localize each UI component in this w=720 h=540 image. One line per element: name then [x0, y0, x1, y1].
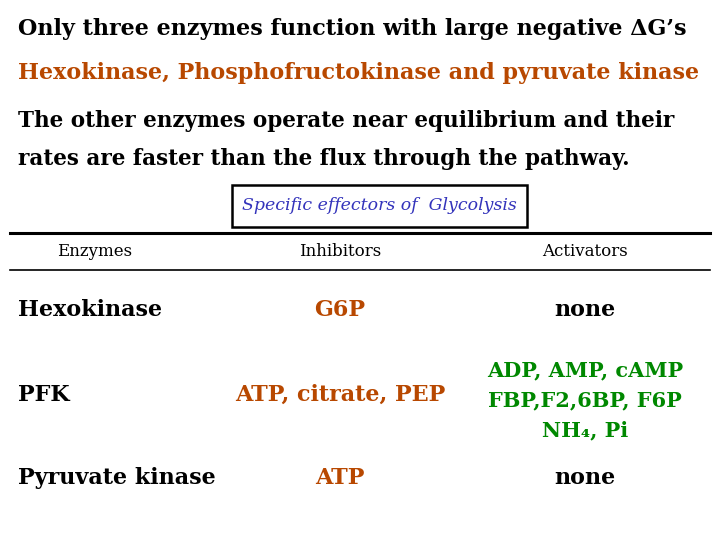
Text: FBP,F2,6BP, F6P: FBP,F2,6BP, F6P: [488, 390, 682, 410]
Text: ATP, citrate, PEP: ATP, citrate, PEP: [235, 384, 445, 406]
Text: Inhibitors: Inhibitors: [299, 244, 381, 260]
Text: Activators: Activators: [542, 244, 628, 260]
Text: Hexokinase, Phosphofructokinase and pyruvate kinase: Hexokinase, Phosphofructokinase and pyru…: [18, 62, 699, 84]
Text: ADP, AMP, cAMP: ADP, AMP, cAMP: [487, 360, 683, 380]
Text: none: none: [554, 299, 616, 321]
Text: ATP: ATP: [315, 467, 365, 489]
Text: NH₄, Pi: NH₄, Pi: [542, 420, 628, 440]
Text: Hexokinase: Hexokinase: [18, 299, 162, 321]
Text: Only three enzymes function with large negative ΔG’s: Only three enzymes function with large n…: [18, 18, 686, 40]
Text: Specific effectors of  Glycolysis: Specific effectors of Glycolysis: [242, 198, 517, 214]
FancyBboxPatch shape: [232, 185, 527, 227]
Text: rates are faster than the flux through the pathway.: rates are faster than the flux through t…: [18, 148, 629, 170]
Text: G6P: G6P: [315, 299, 366, 321]
Text: Enzymes: Enzymes: [58, 244, 132, 260]
Text: Pyruvate kinase: Pyruvate kinase: [18, 467, 216, 489]
Text: PFK: PFK: [18, 384, 70, 406]
Text: The other enzymes operate near equilibrium and their: The other enzymes operate near equilibri…: [18, 110, 674, 132]
Text: none: none: [554, 467, 616, 489]
